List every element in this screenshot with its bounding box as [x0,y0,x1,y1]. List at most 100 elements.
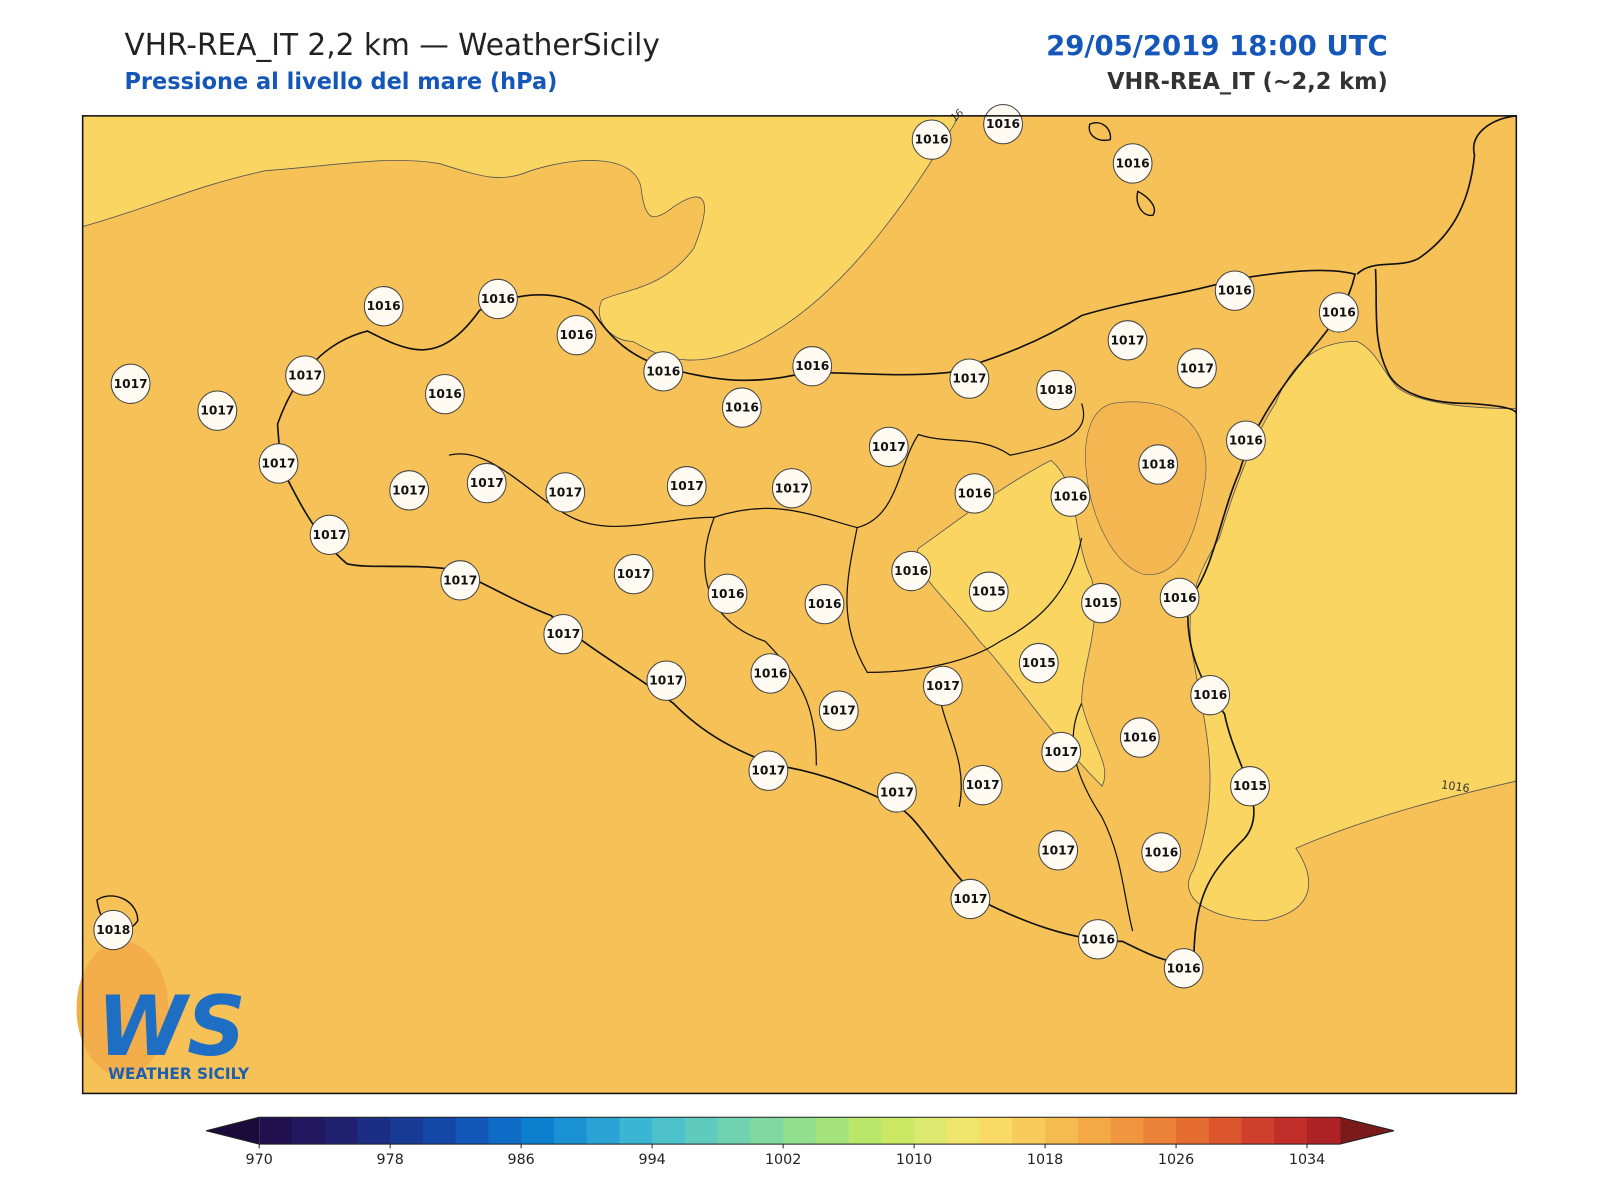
station-value: 1016 [481,292,515,306]
station-marker [466,462,507,504]
station-value: 1017 [872,440,906,454]
station-value: 1018 [1141,457,1175,471]
station-marker [1119,717,1160,758]
station-value: 1016 [428,387,462,401]
station-marker [1107,320,1148,361]
colorbar-bin [1241,1117,1275,1145]
station-value: 1016 [957,486,991,500]
colorbar-bin [717,1117,751,1145]
station-marker [891,550,932,592]
station-value: 1016 [1116,156,1150,170]
station-marker [643,351,684,392]
station-value: 1017 [649,674,683,688]
station-marker [868,426,909,468]
colorbar-bin [881,1117,915,1145]
station-marker [983,103,1023,145]
colorbar-bin [783,1117,817,1145]
station-value: 1017 [952,372,986,386]
station-value: 1015 [972,585,1006,599]
colorbar-bin [1045,1117,1079,1145]
colorbar-bin [979,1117,1013,1145]
station-value: 1016 [894,564,928,578]
contour-region [82,115,960,361]
contour-region [1188,340,1517,922]
station-value: 1016 [1167,961,1201,975]
station-value: 1017 [617,567,651,581]
colorbar: 970 978 986 994 1002 1010 1018 1026 1034 [205,1116,1394,1168]
station-marker [1138,444,1179,485]
colorbar-bin [422,1117,457,1145]
station-value: 1017 [1041,843,1075,857]
station-marker [258,443,299,484]
station-marker [750,653,791,694]
station-marker [440,560,481,601]
station-marker [804,583,845,625]
station-value: 1016 [1144,845,1178,859]
station-marker [1036,369,1077,411]
station-value: 1017 [670,479,704,493]
station-value: 1016 [725,401,759,415]
station-value: 1016 [1193,688,1227,702]
station-value: 1015 [1022,656,1056,670]
station-value: 1016 [1053,490,1087,504]
colorbar-under [206,1117,260,1145]
station-marker [1078,919,1118,960]
station-value: 1017 [1111,333,1145,347]
station-value: 1017 [470,476,504,490]
colorbar-bin [1274,1117,1308,1145]
station-value: 1016 [795,359,829,373]
station-value: 1017 [313,528,347,542]
colorbar-bin [1143,1117,1177,1145]
stations: 1016 1016 1016 1016 1016 1016 1016 1016 1016 1016… [93,103,1359,989]
contour-region [76,941,169,1076]
station-value: 1017 [751,764,785,778]
colorbar-bin [652,1117,686,1145]
station-value: 1017 [966,778,1000,792]
station-value: 1016 [986,117,1020,131]
station-marker [771,468,812,509]
station-marker [1038,830,1079,871]
station-marker [1318,292,1359,333]
station-marker [1163,948,1204,989]
colorbar-tick-label: 1018 [1027,1152,1063,1168]
colorbar-tick-label: 1010 [896,1152,932,1168]
contour-label: 1016 [1440,778,1470,795]
station-value: 1017 [114,377,148,391]
station-marker [721,387,762,428]
colorbar-bin [1307,1117,1341,1145]
colorbar-bin [488,1117,522,1145]
station-value: 1016 [1229,434,1263,448]
station-marker [1050,476,1091,517]
station-marker [646,660,687,701]
station-value: 1016 [753,666,787,680]
station-value: 1018 [96,923,130,937]
logo-name: WEATHER SICILY [108,1065,250,1083]
station-marker [93,909,134,951]
colorbar-bin [1176,1117,1210,1145]
colorbar-bin [1110,1117,1144,1145]
colorbar-bin [684,1117,719,1145]
station-marker [950,878,991,920]
colorbar-bin [390,1117,424,1145]
colorbar-bin [750,1117,784,1145]
station-marker [792,346,833,387]
station-marker [1214,270,1255,311]
station-marker [1190,675,1231,716]
station-marker [922,665,963,707]
colorbar-bin [1012,1117,1046,1145]
station-value: 1017 [1180,361,1214,375]
title: VHR-REA_IT 2,2 km — WeatherSicily [124,28,659,63]
station-marker [666,466,707,507]
colorbar-bin [357,1117,391,1145]
colorbar-bin [946,1117,981,1145]
station-value: 1017 [200,404,234,418]
station-marker [748,750,789,791]
colorbar-tick-label: 970 [246,1152,273,1168]
station-marker [110,363,151,404]
colorbar-outline [205,1116,1394,1145]
station-value: 1017 [926,679,960,693]
colorbar-bin [848,1117,882,1145]
station-marker [968,571,1009,612]
contour-region [1085,401,1207,575]
